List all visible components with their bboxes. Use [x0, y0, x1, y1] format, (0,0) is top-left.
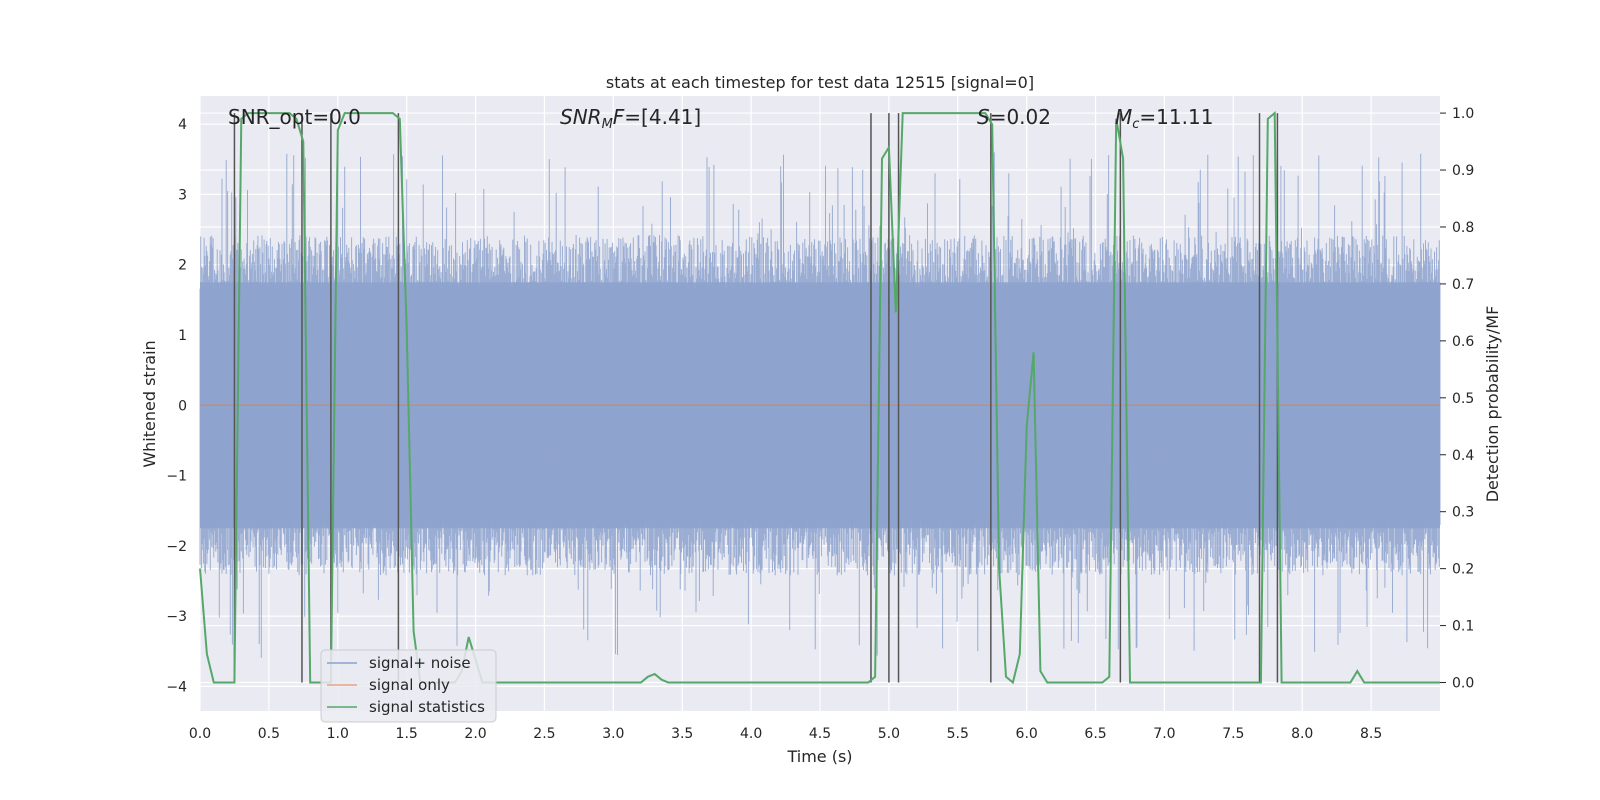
legend-label-signal-noise: signal+ noise: [369, 654, 471, 672]
snr-mf-prefix: SNR: [560, 105, 602, 129]
annotation-s: S=0.02: [977, 105, 1051, 129]
x-tick-label: 3.5: [671, 726, 693, 742]
vertical-markers: [233, 113, 1279, 683]
y2-tick-label: 0.1: [1452, 619, 1474, 635]
y2-tick-label: 0.8: [1452, 220, 1474, 236]
snr-mf-sub: M: [602, 117, 613, 132]
y-tick-label: 4: [178, 117, 187, 133]
y2-tick-label: 0.2: [1452, 562, 1474, 578]
mc-value: =11.11: [1139, 105, 1213, 129]
x-tick-label: 1.5: [396, 726, 418, 742]
chart-title: stats at each timestep for test data 125…: [606, 73, 1034, 92]
s-symbol: S: [977, 105, 990, 129]
x-axis-ticks: 0.0 0.5 1.0 1.5 2.0 2.5 3.0 3.5 4.0 4.5 5.0 5.5 6.0 6…: [189, 726, 1382, 742]
x-axis-title: Time (s): [786, 747, 852, 766]
x-tick-label: 0.5: [258, 726, 280, 742]
annotation-snr-mf: SNRMF=[4.41]: [560, 105, 701, 132]
y-tick-label: 3: [178, 187, 187, 203]
x-tick-label: 5.5: [947, 726, 969, 742]
y2-tick-label: 0.7: [1452, 277, 1474, 293]
mc-symbol: M: [1115, 105, 1132, 129]
mc-sub: c: [1132, 117, 1139, 132]
x-tick-label: 8.5: [1360, 726, 1382, 742]
snr-mf-mid: F: [613, 105, 625, 129]
y2-tick-label: 1.0: [1452, 106, 1474, 122]
y2-tick-label: 0.0: [1452, 676, 1474, 692]
x-tick-label: 8.0: [1291, 726, 1313, 742]
x-tick-label: 4.0: [740, 726, 762, 742]
y-tick-label: −1: [166, 469, 187, 485]
y2-tick-label: 0.9: [1452, 163, 1474, 179]
x-tick-label: 1.0: [327, 726, 349, 742]
y-tick-label: 2: [178, 258, 187, 274]
signal-statistics-series: [199, 110, 1440, 685]
x-tick-label: 7.0: [1153, 726, 1175, 742]
y-tick-label: 0: [178, 398, 187, 414]
x-tick-label: 6.5: [1084, 726, 1106, 742]
x-tick-label: 2.5: [533, 726, 555, 742]
y-tick-label: −4: [166, 679, 187, 695]
y2-tick-label: 0.6: [1452, 334, 1474, 350]
annotation-snr-opt: SNR_opt=0.0: [228, 105, 361, 129]
y2-axis-title: Detection probability/MF: [1483, 306, 1502, 503]
legend-label-signal-statistics: signal statistics: [369, 698, 485, 716]
legend-label-signal-only: signal only: [369, 676, 450, 694]
y-tick-label: −2: [166, 539, 187, 555]
x-tick-label: 6.0: [1016, 726, 1038, 742]
s-value: =0.02: [990, 105, 1051, 129]
y2-tick-label: 0.5: [1452, 391, 1474, 407]
y-axis-ticks: 4 3 2 1 0 −1 −2 −3 −4: [166, 117, 187, 695]
y-tick-label: −3: [166, 609, 187, 625]
y2-axis-ticks: 1.0 0.9 0.8 0.7 0.6 0.5 0.4 0.3 0.2 0.1 0.0: [1440, 106, 1474, 692]
legend-box: [320, 649, 497, 723]
snr-mf-value: =[4.41]: [624, 105, 701, 129]
annotation-mc: Mc=11.11: [1115, 105, 1213, 132]
x-tick-label: 0.0: [189, 726, 211, 742]
x-tick-label: 5.0: [878, 726, 900, 742]
x-tick-label: 3.0: [602, 726, 624, 742]
y2-tick-label: 0.3: [1452, 505, 1474, 521]
y-axis-title: Whitened strain: [140, 340, 159, 467]
x-tick-label: 4.5: [809, 726, 831, 742]
x-tick-label: 2.0: [464, 726, 486, 742]
y2-tick-label: 0.4: [1452, 448, 1474, 464]
x-tick-label: 7.5: [1222, 726, 1244, 742]
y-tick-label: 1: [178, 328, 187, 344]
legend: signal+ noise signal only signal statist…: [320, 649, 497, 723]
